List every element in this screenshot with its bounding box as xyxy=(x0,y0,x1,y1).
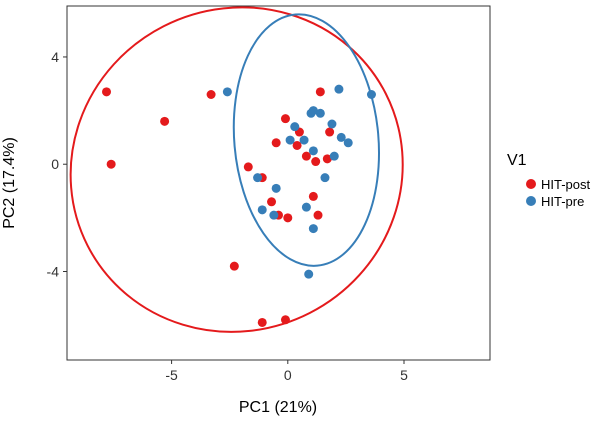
legend: V1 HIT-post HIT-pre xyxy=(507,152,591,209)
point-hit-post xyxy=(229,261,239,271)
point-hit-pre xyxy=(308,106,318,116)
point-hit-pre xyxy=(334,84,344,94)
point-hit-pre xyxy=(253,173,263,183)
point-hit-pre xyxy=(301,202,311,212)
point-hit-pre xyxy=(315,108,325,118)
y-tick-label: 0 xyxy=(51,156,59,172)
point-hit-pre xyxy=(299,135,309,145)
point-hit-pre xyxy=(320,173,330,183)
point-hit-post xyxy=(315,87,325,97)
point-hit-pre xyxy=(343,138,353,148)
point-hit-pre xyxy=(222,87,232,97)
point-hit-post xyxy=(311,157,321,167)
point-hit-pre xyxy=(308,146,318,156)
point-hit-post xyxy=(257,317,267,327)
point-hit-pre xyxy=(290,122,300,132)
x-axis-ticks: -5 0 5 xyxy=(165,360,408,383)
point-hit-post xyxy=(267,197,277,207)
y-axis-title: PC2 (17.4%) xyxy=(1,137,18,229)
point-hit-pre xyxy=(366,90,376,99)
point-hit-post xyxy=(322,154,332,164)
point-hit-pre xyxy=(329,151,339,161)
y-tick-label: 4 xyxy=(51,49,59,65)
point-hit-pre xyxy=(257,205,267,215)
legend-title: V1 xyxy=(507,152,527,169)
point-hit-pre xyxy=(327,119,337,129)
confidence-ellipse-hit-post xyxy=(69,6,404,333)
point-hit-post xyxy=(160,116,170,126)
point-hit-post xyxy=(313,210,323,220)
point-hit-post xyxy=(102,87,112,97)
point-hit-post xyxy=(325,127,335,137)
legend-items: HIT-post HIT-pre xyxy=(526,177,591,209)
point-hit-pre xyxy=(336,132,346,142)
points-layer xyxy=(102,84,376,327)
point-hit-pre xyxy=(285,135,295,145)
y-axis-ticks: -4 0 4 xyxy=(47,49,67,280)
point-hit-post xyxy=(283,213,293,223)
point-hit-pre xyxy=(304,269,314,279)
ellipse-layer xyxy=(69,6,404,333)
x-axis-title: PC1 (21%) xyxy=(239,399,317,416)
point-hit-post xyxy=(106,159,116,169)
legend-swatch-hit-pre xyxy=(526,196,536,206)
legend-swatch-hit-post xyxy=(526,179,536,189)
point-hit-post xyxy=(280,315,290,325)
plot-panel xyxy=(66,5,491,361)
point-hit-post xyxy=(280,114,290,124)
point-hit-post xyxy=(206,90,216,99)
x-tick-label: 0 xyxy=(284,367,292,383)
point-hit-post xyxy=(301,151,311,161)
point-hit-post xyxy=(308,191,318,201)
legend-label-hit-post: HIT-post xyxy=(541,177,591,192)
x-tick-label: 5 xyxy=(400,367,408,383)
confidence-ellipse-hit-pre xyxy=(232,13,381,267)
point-hit-pre xyxy=(308,224,318,234)
point-hit-pre xyxy=(271,183,281,193)
legend-label-hit-pre: HIT-pre xyxy=(541,194,584,209)
y-tick-label: -4 xyxy=(47,264,60,280)
point-hit-pre xyxy=(269,210,279,220)
point-hit-post xyxy=(243,162,253,172)
point-hit-post xyxy=(292,140,302,150)
point-hit-post xyxy=(271,138,281,148)
x-tick-label: -5 xyxy=(165,367,178,383)
